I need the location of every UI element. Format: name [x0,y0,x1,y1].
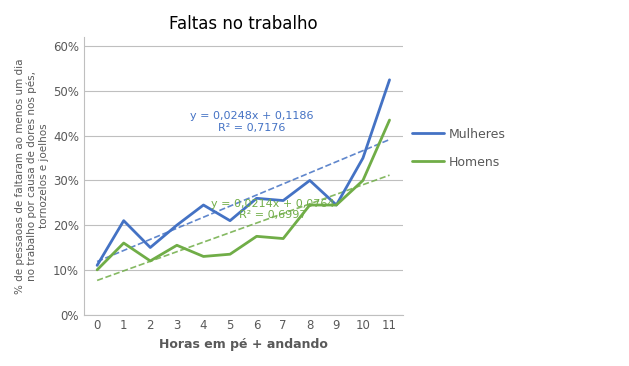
Mulheres [226,219,234,223]
Mulheres [359,156,367,160]
Mulheres [147,245,154,250]
Line: Homens: Homens [97,120,389,270]
Homens [333,203,340,207]
Text: y = 0,0248x + 0,1186
R² = 0,7176: y = 0,0248x + 0,1186 R² = 0,7176 [189,112,313,133]
X-axis label: Horas em pé + andando: Horas em pé + andando [159,338,328,351]
Homens [120,241,128,245]
Homens [173,243,181,247]
Mulheres [199,203,207,207]
Mulheres [333,203,340,207]
Title: Faltas no trabalho: Faltas no trabalho [169,15,318,33]
Homens [93,268,101,272]
Homens [386,118,393,122]
Mulheres [386,78,393,82]
Mulheres [120,219,128,223]
Mulheres [173,223,181,227]
Text: y = 0,0214x + 0,0764
R² = 0,6997: y = 0,0214x + 0,0764 R² = 0,6997 [211,199,335,220]
Legend: Mulheres, Homens: Mulheres, Homens [412,128,505,169]
Mulheres [306,178,313,183]
Homens [279,236,287,241]
Line: Mulheres: Mulheres [97,80,389,265]
Homens [199,254,207,259]
Homens [253,234,260,239]
Homens [147,259,154,263]
Mulheres [279,198,287,203]
Y-axis label: % de pessaoas de faltaram ao menos um dia
no trabalho por causa de dores nos pés: % de pessaoas de faltaram ao menos um di… [15,58,49,294]
Mulheres [93,263,101,268]
Homens [226,252,234,257]
Mulheres [253,196,260,201]
Homens [306,203,313,207]
Homens [359,178,367,183]
